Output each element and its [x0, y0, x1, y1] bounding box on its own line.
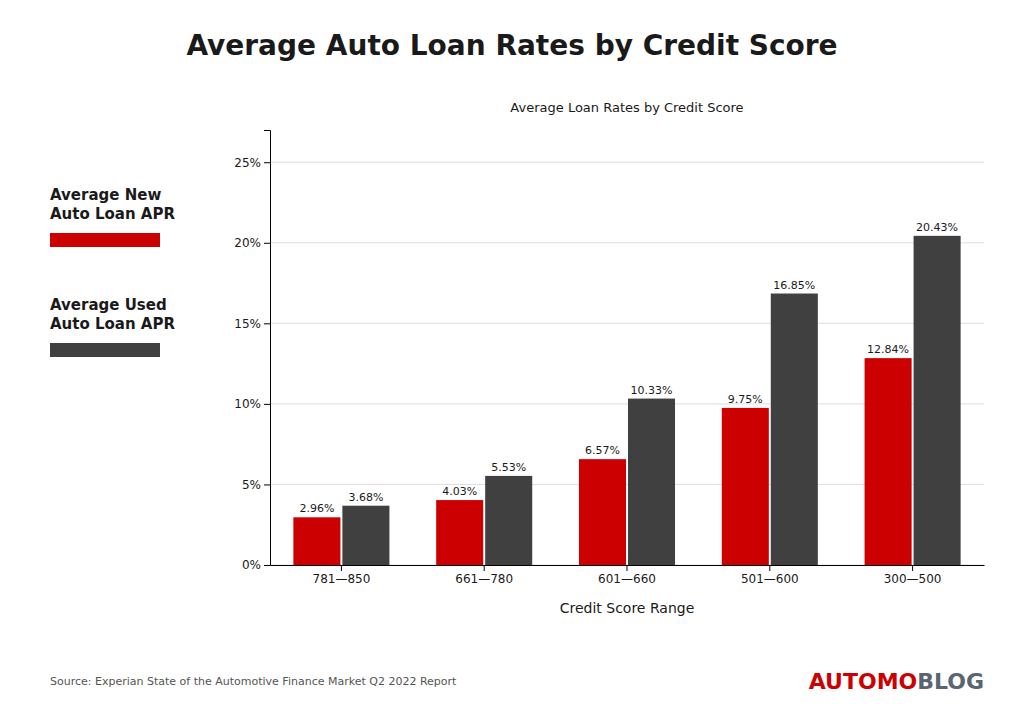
data-label: 6.57% — [585, 444, 620, 457]
y-tick-mark — [264, 404, 270, 405]
y-tick-mark — [264, 323, 270, 324]
data-labels: 2.96% 4.03% 6.57% 9.75% 12.84% 3.68% 5.53% 10.3… — [299, 221, 958, 515]
data-label: 4.03% — [442, 485, 477, 498]
bar — [771, 294, 818, 565]
source-note: Source: Experian State of the Automotive… — [50, 675, 457, 688]
y-axis-line — [264, 131, 271, 566]
y-tick: 15% — [234, 317, 270, 331]
data-label: 2.96% — [299, 502, 334, 515]
y-tick: 0% — [242, 558, 270, 572]
legend-item: Average UsedAuto Loan APR — [50, 296, 175, 357]
bar — [485, 476, 532, 565]
x-tick: 601—660 — [598, 565, 656, 586]
x-axis: 781—850 661—780 601—660 501—600 300—500 — [271, 565, 985, 586]
x-tick: 501—600 — [741, 565, 799, 586]
y-tick-label: 10% — [234, 397, 261, 411]
legend-swatch — [50, 233, 160, 247]
y-tick-label: 20% — [234, 236, 261, 250]
bar — [722, 408, 769, 565]
grid-line — [270, 242, 984, 243]
y-tick: 10% — [234, 397, 270, 411]
data-label: 16.85% — [773, 279, 815, 292]
bar — [628, 399, 675, 565]
y-tick-label: 5% — [242, 478, 261, 492]
branding-part: AUTOMO — [809, 669, 918, 694]
y-tick-mark — [264, 243, 270, 244]
legend-label: Average UsedAuto Loan APR — [50, 296, 175, 333]
bar — [436, 500, 483, 565]
data-label: 10.33% — [631, 384, 673, 397]
y-tick: 20% — [234, 236, 270, 250]
grid — [270, 162, 984, 565]
x-tick-mark — [341, 565, 342, 571]
x-tick-mark — [912, 565, 913, 571]
series-bars — [342, 236, 960, 565]
grid-line — [270, 162, 984, 163]
series-bars — [293, 358, 911, 565]
x-tick-mark — [769, 565, 770, 571]
chart: Average Auto Loan Rates by Credit Score A… — [0, 0, 1024, 715]
x-tick: 661—780 — [455, 565, 513, 586]
data-label: 12.84% — [867, 343, 909, 356]
x-tick-mark — [484, 565, 485, 571]
y-tick-mark — [264, 162, 270, 163]
y-tick-mark — [264, 565, 270, 566]
x-tick-label: 661—780 — [455, 572, 513, 586]
x-tick-label: 300—500 — [884, 572, 942, 586]
bar — [342, 506, 389, 565]
branding-part: BLOG — [917, 669, 984, 694]
x-tick: 300—500 — [884, 565, 942, 586]
x-tick-label: 601—660 — [598, 572, 656, 586]
y-tick: 25% — [234, 156, 270, 170]
x-axis-title: Credit Score Range — [560, 600, 695, 616]
bar — [914, 236, 961, 565]
x-tick-mark — [627, 565, 628, 571]
legend-swatch — [50, 343, 160, 357]
legend: Average NewAuto Loan APR Average UsedAuto… — [50, 186, 175, 357]
y-tick: 5% — [242, 478, 270, 492]
data-label: 9.75% — [728, 393, 763, 406]
y-tick-mark — [264, 484, 270, 485]
bar — [865, 358, 912, 565]
x-tick-label: 501—600 — [741, 572, 799, 586]
grid-line — [270, 323, 984, 324]
y-axis: 0% 5% 10% 15% 20% 25% — [234, 131, 270, 573]
y-tick-label: 0% — [242, 558, 261, 572]
data-label: 5.53% — [491, 461, 526, 474]
branding: AUTOMOBLOG — [809, 669, 984, 694]
data-label: 3.68% — [348, 491, 383, 504]
bar — [293, 517, 340, 565]
data-label: 20.43% — [916, 221, 958, 234]
legend-item: Average NewAuto Loan APR — [50, 186, 175, 247]
x-tick-label: 781—850 — [312, 572, 370, 586]
bar — [579, 459, 626, 565]
plot: Average Loan Rates by Credit Score 0% 5% 10… — [234, 100, 984, 616]
subtitle: Average Loan Rates by Credit Score — [510, 100, 743, 115]
y-tick-label: 15% — [234, 317, 261, 331]
bars — [293, 236, 960, 565]
x-tick: 781—850 — [312, 565, 370, 586]
title: Average Auto Loan Rates by Credit Score — [186, 29, 837, 62]
legend-label: Average NewAuto Loan APR — [50, 186, 175, 223]
y-tick-label: 25% — [234, 156, 261, 170]
